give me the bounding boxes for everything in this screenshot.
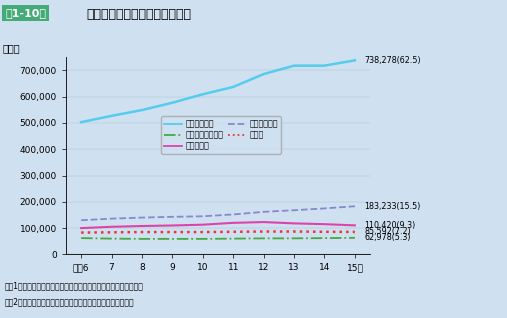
Text: 62,978(5.3): 62,978(5.3) <box>364 233 411 242</box>
Text: 110,420(9.3): 110,420(9.3) <box>364 221 415 230</box>
Text: 183,233(15.5): 183,233(15.5) <box>364 202 420 211</box>
Text: 2　（　）内は，状態別負傷者数の構成率（％）である。: 2 （ ）内は，状態別負傷者数の構成率（％）である。 <box>5 297 135 306</box>
Text: 第1-10図: 第1-10図 <box>5 8 46 18</box>
Legend: 自動車乗車中, 自動二輪車乗車中, 原付乗車中, 自転車乗用中, 歩行中: 自動車乗車中, 自動二輪車乗車中, 原付乗車中, 自転車乗用中, 歩行中 <box>161 116 281 154</box>
Text: 状態別交通事故負傷者数の推移: 状態別交通事故負傷者数の推移 <box>86 8 191 21</box>
Y-axis label: （人）: （人） <box>3 43 20 53</box>
Text: 738,278(62.5): 738,278(62.5) <box>364 56 421 65</box>
Text: 注　1　警察庁資料による。ただし，「その他」は省略している。: 注 1 警察庁資料による。ただし，「その他」は省略している。 <box>5 281 144 290</box>
Text: 85,592(7.2): 85,592(7.2) <box>364 227 411 236</box>
